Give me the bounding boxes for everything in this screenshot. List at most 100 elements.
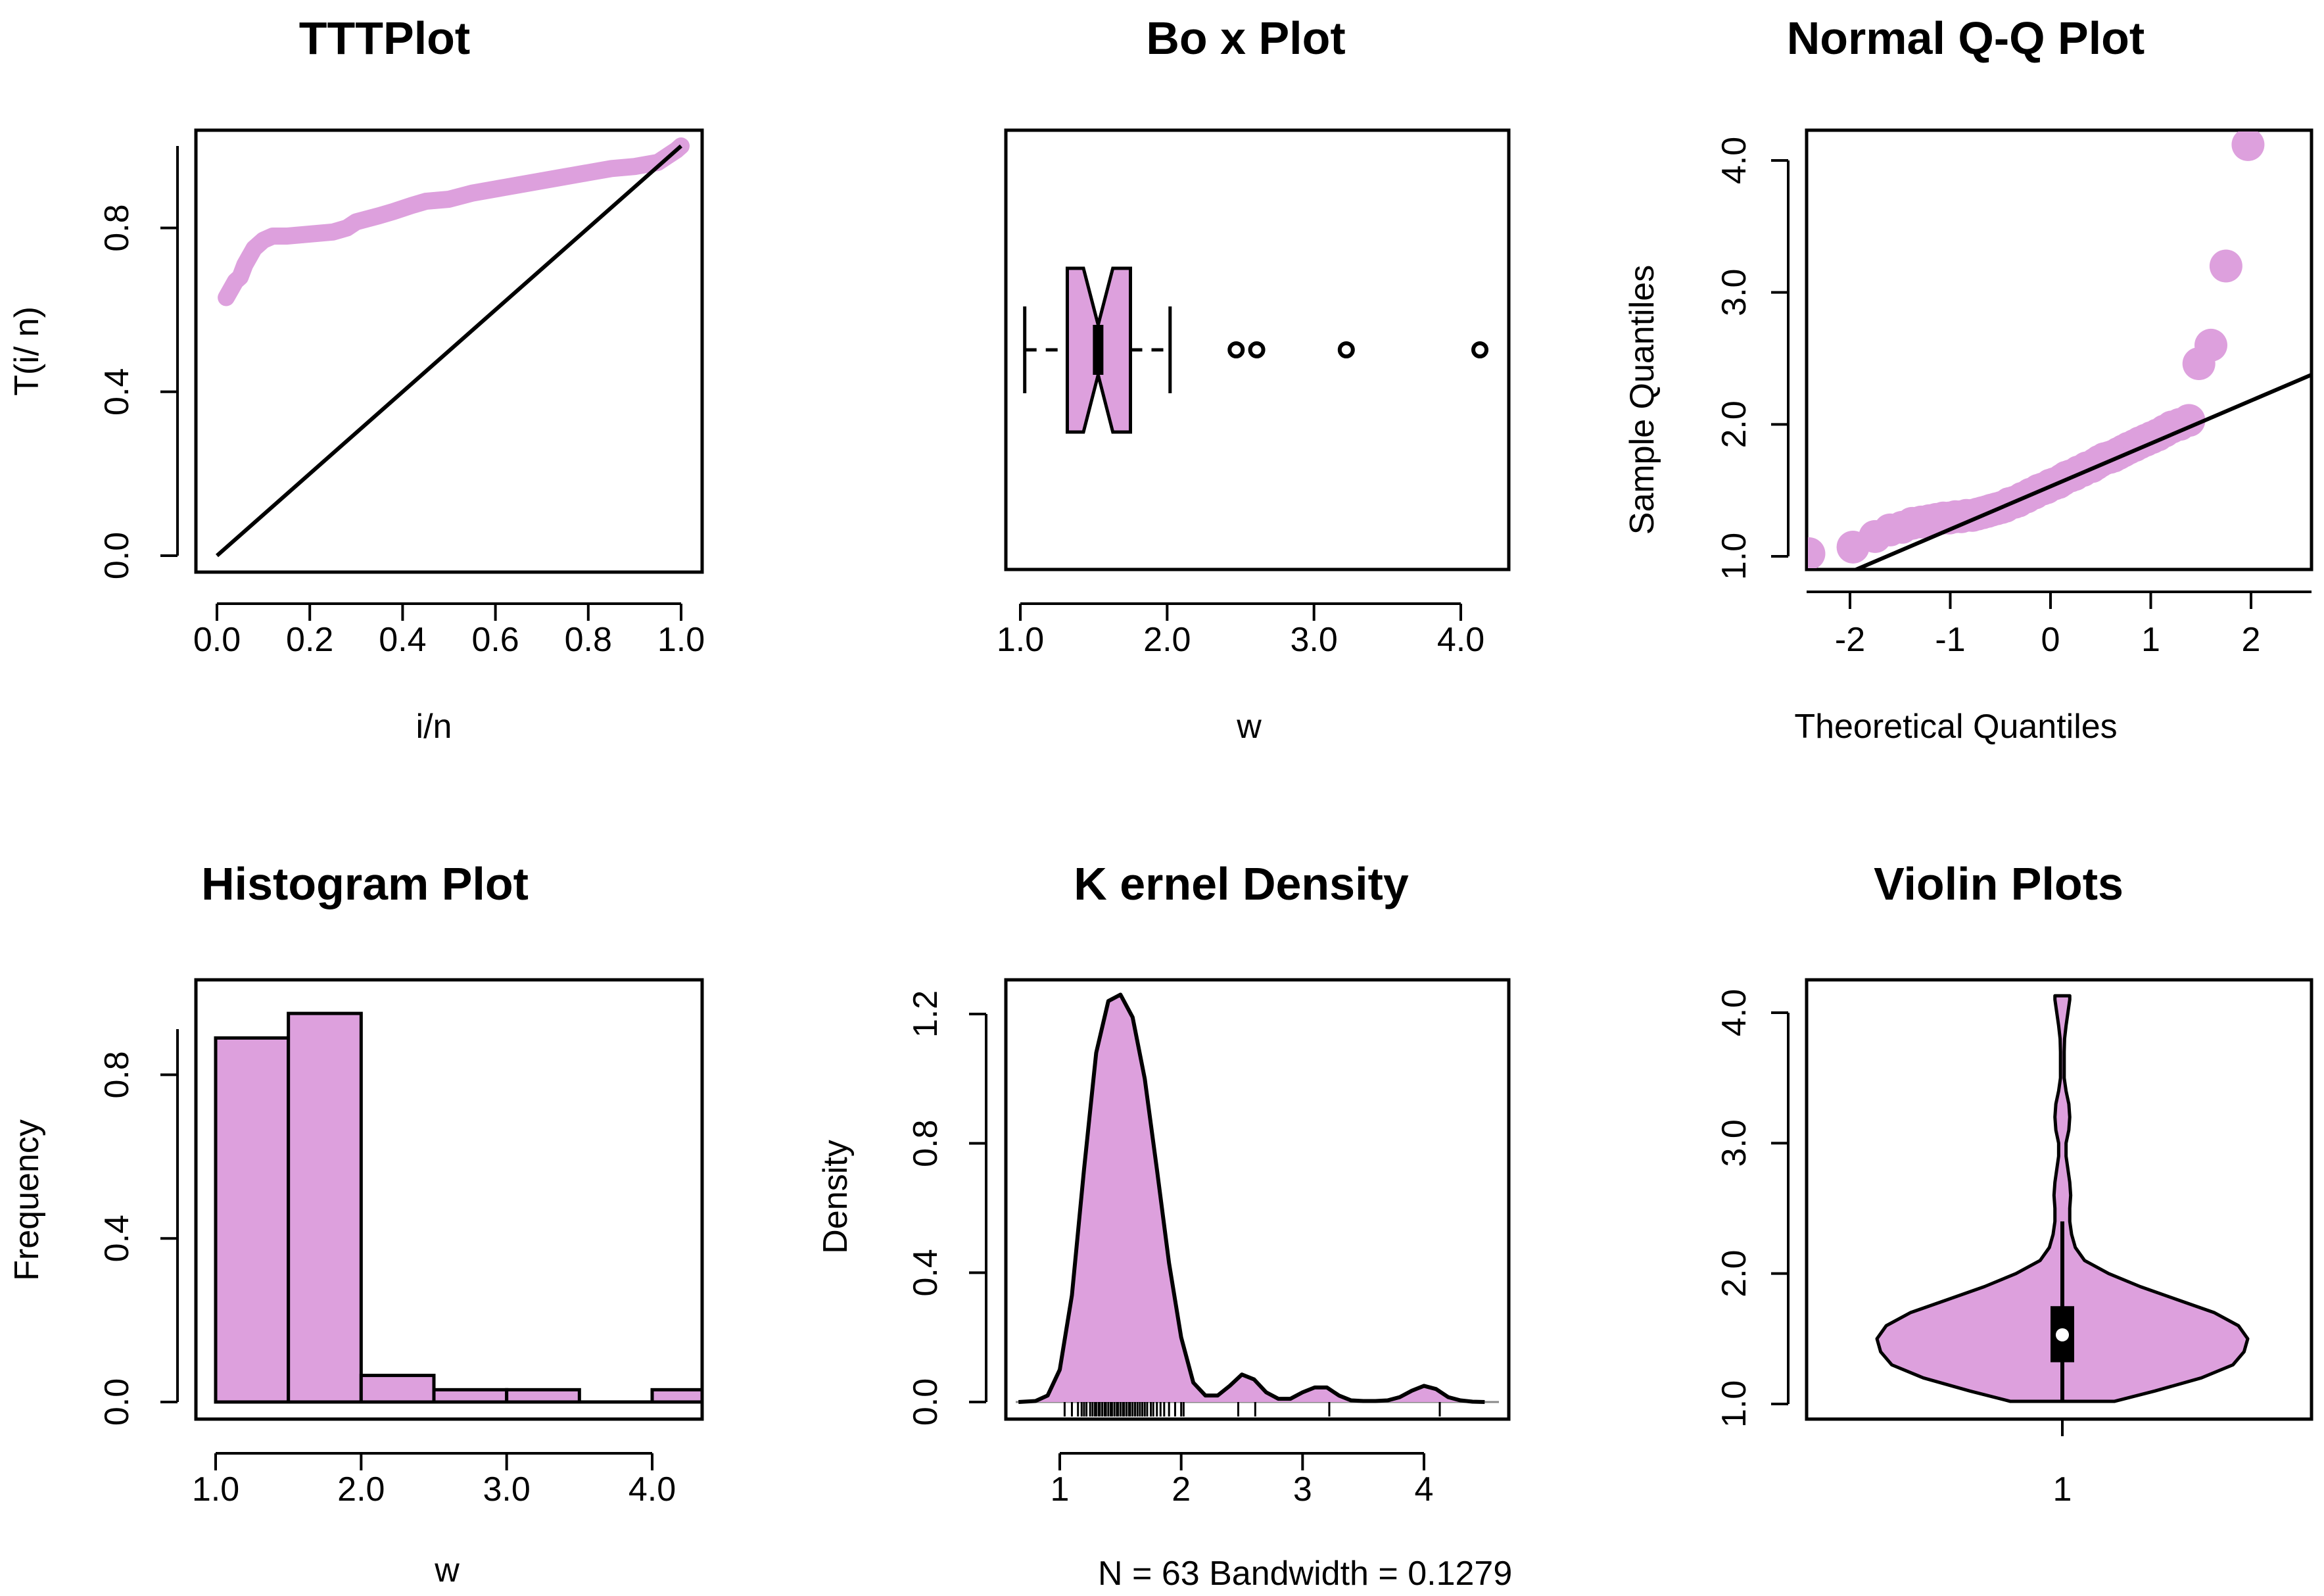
ttt-y-axis: 0.0 0.4 0.8	[98, 146, 179, 579]
hist-bar	[432, 1388, 509, 1404]
x-tick-label: 4.0	[1437, 621, 1484, 659]
x-tick-label: -1	[1935, 621, 1965, 659]
hist-bar	[214, 1036, 291, 1404]
y-tick-label: 0.0	[98, 1378, 136, 1426]
y-tick-label: 4.0	[1715, 137, 1753, 184]
box-frame	[1004, 128, 1511, 571]
qq-reference-line	[1854, 373, 2310, 568]
hist-bars	[214, 1011, 704, 1404]
violin-title: Violin Plots	[1874, 858, 2123, 909]
ttt-curve	[218, 137, 690, 306]
x-tick-label: 2.0	[1143, 621, 1191, 659]
box-outlier-point	[1337, 341, 1355, 358]
ttt-series	[216, 137, 690, 558]
kde-area-fill	[1018, 994, 1485, 1402]
x-tick-label: 0.6	[471, 621, 519, 659]
kde-ylabel: Density	[817, 1140, 855, 1253]
violin-body	[1875, 994, 2250, 1403]
qq-frame	[1805, 128, 2313, 571]
y-tick-label: 0.0	[98, 532, 136, 579]
box-x-axis: 1.0 2.0 3.0 4.0	[997, 602, 1484, 659]
x-tick-label: 2.0	[337, 1470, 385, 1509]
x-tick-label: 0.8	[565, 621, 612, 659]
kde-frame	[1004, 978, 1511, 1421]
x-tick-label: 3	[1293, 1470, 1312, 1509]
hist-panel: Histogram Plot 1.0 2.0 3.0 4.0 0.00.40.8 w …	[8, 858, 704, 1589]
ttt-ylabel: T(i/ n)	[8, 306, 46, 396]
hist-xlabel: w	[434, 1551, 460, 1589]
qq-y-axis: 1.0 2.0 3.0 4.0	[1715, 137, 1790, 580]
box-outlier-point	[1227, 341, 1245, 358]
y-tick-label: 0.0	[907, 1378, 945, 1426]
hist-bar	[505, 1388, 581, 1404]
x-tick-label: 1.0	[997, 621, 1044, 659]
y-tick-label: 4.0	[1715, 989, 1753, 1036]
ttt-xlabel: i/n	[416, 708, 452, 746]
x-tick-label: 0.4	[379, 621, 426, 659]
y-tick-label: 1.0	[1715, 1380, 1753, 1428]
x-tick-label: 1	[2053, 1470, 2072, 1509]
ttt-title: TTTPlot	[299, 12, 470, 64]
qq-point	[2209, 249, 2242, 283]
hist-x-axis: 1.0 2.0 3.0 4.0	[192, 1452, 676, 1509]
hist-title: Histogram Plot	[201, 858, 529, 909]
qq-point	[1808, 537, 1826, 568]
x-tick-label: 1	[1051, 1470, 1070, 1509]
qq-xlabel: Theoretical Quantiles	[1794, 708, 2117, 746]
hist-ylabel: Frequency	[8, 1119, 46, 1281]
x-tick-label: 1.0	[657, 621, 705, 659]
x-tick-label: 2	[1172, 1470, 1191, 1509]
qq-points	[1808, 132, 2310, 568]
box-outlier-point	[1471, 341, 1489, 358]
x-tick-label: 3.0	[1291, 621, 1338, 659]
qq-point	[2231, 132, 2265, 161]
y-tick-label: 3.0	[1715, 269, 1753, 316]
kde-y-axis: 0.0 0.4 0.8 1.2	[907, 990, 987, 1426]
violin-y-axis: 1.0 2.0 3.0 4.0	[1715, 989, 1790, 1428]
y-tick-label: 0.4	[98, 368, 136, 416]
x-tick-label: 2	[2242, 621, 2261, 659]
box-xlabel: w	[1236, 708, 1262, 746]
y-tick-label: 3.0	[1715, 1119, 1753, 1167]
kde-title: K ernel Density	[1074, 858, 1409, 909]
kde-x-axis: 1 2 3 4	[1051, 1452, 1434, 1509]
x-tick-label: 0	[2041, 621, 2060, 659]
y-tick-label: 2.0	[1715, 400, 1753, 448]
y-tick-label: 0.8	[98, 204, 136, 251]
ttt-panel: TTTPlot 0.0 0.2 0.4 0.6 0.8 1.0 0.0 0.4 0.8 i/n…	[8, 12, 705, 746]
box-marks	[1023, 266, 1489, 434]
qq-title: Normal Q-Q Plot	[1787, 12, 2145, 64]
box-panel: Bo x Plot 1.0 2.0 3.0 4.0 w	[997, 12, 1511, 746]
hist-bar	[650, 1388, 704, 1404]
qq-point	[2194, 328, 2227, 362]
x-tick-label: 3.0	[483, 1470, 531, 1509]
kde-density-line	[1018, 992, 1485, 1404]
x-tick-label: 0.2	[286, 621, 333, 659]
box-outlier-point	[1248, 341, 1266, 358]
box-title: Bo x Plot	[1146, 12, 1345, 64]
hist-y-axis: 0.0 0.4 0.8	[98, 1029, 179, 1426]
y-tick-label: 0.4	[907, 1249, 945, 1296]
kde-xlabel: N = 63 Bandwidth = 0.1279	[1098, 1555, 1512, 1593]
qq-clipped-group	[1808, 132, 2310, 568]
hist-frame	[194, 978, 704, 1421]
x-tick-label: 1	[2141, 621, 2160, 659]
ttt-x-axis: 0.0 0.2 0.4 0.6 0.8 1.0	[193, 602, 705, 659]
y-tick-label: 0.8	[98, 1051, 136, 1098]
y-tick-label: 0.4	[98, 1215, 136, 1262]
y-tick-label: 1.2	[907, 990, 945, 1038]
qq-ylabel: Sample Quantiles	[1623, 265, 1661, 535]
x-tick-label: 4	[1415, 1470, 1434, 1509]
ttt-frame	[194, 128, 704, 574]
qq-x-axis: -2 -1 0 1 2	[1807, 591, 2312, 659]
ttt-diagonal-line	[216, 144, 682, 558]
kde-panel: K ernel Density 1 2 3 4 0.0 0.4 0.8 1.2 N = 63…	[817, 858, 1512, 1593]
violin-frame	[1805, 978, 2313, 1421]
x-tick-label: -2	[1835, 621, 1865, 659]
y-tick-label: 2.0	[1715, 1250, 1753, 1297]
x-tick-label: 1.0	[192, 1470, 239, 1509]
violin-x-axis: 1	[2053, 1419, 2072, 1509]
x-tick-label: 0.0	[193, 621, 241, 659]
x-tick-label: 4.0	[628, 1470, 676, 1509]
